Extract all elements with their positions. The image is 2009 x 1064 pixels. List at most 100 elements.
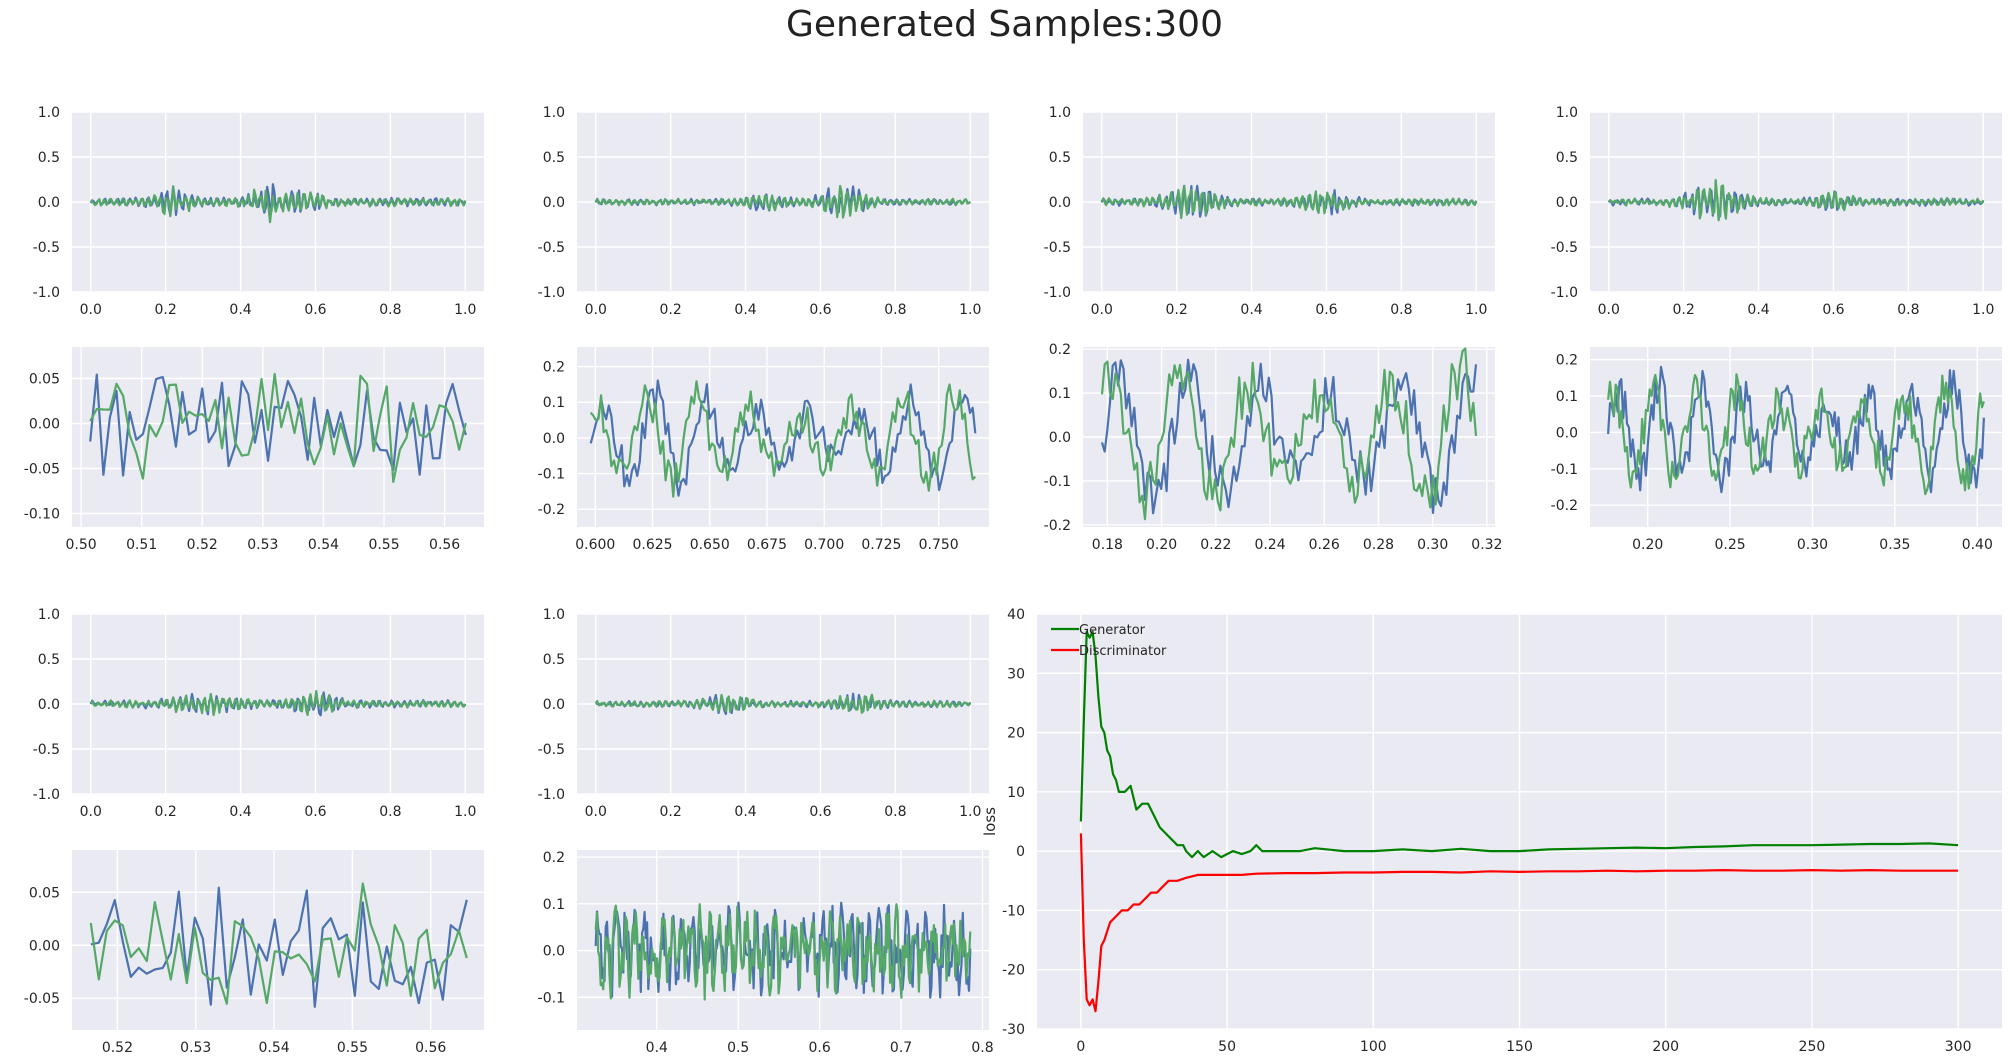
y-tick-label: 10 (1007, 785, 1025, 801)
y-tick-label: 0.00 (29, 938, 60, 954)
y-tick-label: 0.0 (1556, 195, 1578, 211)
series-line-generated (89, 689, 467, 717)
x-tick-label: 0.25 (1714, 537, 1745, 553)
y-tick-label: -0.2 (538, 502, 565, 518)
y-tick-label: -0.5 (538, 240, 565, 256)
x-tick-label: 0.53 (247, 537, 278, 553)
y-tick-label: -0.2 (1551, 498, 1578, 514)
x-tick-label: 0.54 (308, 537, 339, 553)
y-tick-label: 0.0 (543, 697, 565, 713)
legend-entry: Generator (1079, 623, 1146, 638)
x-tick-label: 0.6 (304, 302, 326, 318)
y-tick-label: 0.1 (543, 897, 565, 913)
y-tick-label: 1.0 (38, 607, 60, 623)
x-tick-label: 0.35 (1879, 537, 1910, 553)
x-tick-label: 0.0 (585, 804, 607, 820)
y-tick-label: 0.05 (29, 885, 60, 901)
series-line-generated (89, 372, 467, 483)
x-tick-label: 0.0 (80, 302, 102, 318)
x-tick-label: 0.4 (734, 804, 756, 820)
y-tick-label: -1.0 (538, 787, 565, 803)
x-tick-label: 0.30 (1417, 537, 1448, 553)
y-tick-label: -0.2 (1044, 518, 1071, 534)
x-tick-label: 0.55 (337, 1040, 368, 1056)
series-line-generated (589, 380, 977, 498)
x-tick-label: 0.56 (415, 1040, 446, 1056)
subplot-s6-zoom: 0.4 0.5 0.6 0.7 0.8 -0.1 0.0 0.1 0.2 (538, 850, 994, 1056)
y-tick-label: 0.2 (543, 360, 565, 376)
y-tick-label: 1.0 (543, 105, 565, 121)
plot-area (577, 347, 989, 527)
x-tick-label: 0.700 (804, 537, 844, 553)
y-tick-label: -0.1 (538, 990, 565, 1006)
series-line-real (1100, 358, 1478, 515)
y-tick-label: -0.1 (1044, 474, 1071, 490)
x-tick-label: 300 (1945, 1039, 1972, 1055)
y-tick-label: 0 (1016, 844, 1025, 860)
x-tick-label: 0.4 (229, 302, 251, 318)
y-tick-label: -0.05 (24, 991, 60, 1007)
x-tick-label: 0.8 (379, 302, 401, 318)
y-tick-label: -0.1 (538, 467, 565, 483)
x-tick-label: 100 (1360, 1039, 1387, 1055)
subplot-s3-zoom: 0.18 0.20 0.22 0.24 0.26 0.28 0.30 0.32 -0.2 -0.1… (1044, 342, 1503, 553)
x-tick-label: 0.32 (1471, 537, 1502, 553)
y-tick-label: 0.0 (38, 195, 60, 211)
y-tick-label: -0.5 (538, 742, 565, 758)
series-line-generated (1100, 347, 1478, 521)
y-tick-label: 0.5 (1556, 150, 1578, 166)
x-tick-label: 0.50 (66, 537, 97, 553)
x-tick-label: 0.7 (890, 1040, 912, 1056)
x-tick-label: 0.54 (258, 1040, 289, 1056)
y-tick-label: 1.0 (38, 105, 60, 121)
x-tick-label: 0.8 (1390, 302, 1412, 318)
x-tick-label: 0.8 (1897, 302, 1919, 318)
y-tick-label: 40 (1007, 607, 1025, 623)
legend: Generator Discriminator (1051, 623, 1167, 659)
x-tick-label: 0.6 (809, 1040, 831, 1056)
series-line-generated (1608, 178, 1985, 222)
x-tick-label: 0.56 (429, 537, 460, 553)
y-tick-label: -0.5 (1044, 240, 1071, 256)
x-tick-label: 1.0 (1972, 302, 1994, 318)
series-line-generated (594, 903, 972, 1001)
series-line-discriminator (1079, 833, 1959, 1013)
y-tick-label: 0.5 (1049, 150, 1071, 166)
y-tick-label: -20 (1002, 963, 1025, 979)
y-tick-label: -0.1 (1551, 462, 1578, 478)
series-line-real (594, 901, 972, 999)
y-tick-label: 0.0 (1049, 195, 1071, 211)
series-line-generated (90, 185, 467, 224)
series-line-generated (1607, 373, 1985, 496)
y-tick-label: 1.0 (1049, 105, 1071, 121)
x-tick-label: 0.55 (368, 537, 399, 553)
subplot-s4-full: 0.0 0.2 0.4 0.6 0.8 1.0 -1.0 -0.5 0.0 0.5 1.0 (1551, 105, 2002, 318)
y-tick-label: 0.2 (1049, 342, 1071, 358)
y-tick-label: -0.05 (24, 462, 60, 478)
x-tick-label: 0.4 (1747, 302, 1769, 318)
x-tick-label: 0.675 (747, 537, 787, 553)
x-tick-label: 0.0 (1598, 302, 1620, 318)
subplot-s3-full: 0.0 0.2 0.4 0.6 0.8 1.0 -1.0 -0.5 0.0 0.5 1.0 (1044, 105, 1495, 318)
x-tick-label: 0.26 (1309, 537, 1340, 553)
subplot-s2-full: 0.0 0.2 0.4 0.6 0.8 1.0 -1.0 -0.5 0.0 0.5 1.0 (538, 105, 989, 318)
x-tick-label: 0.28 (1363, 537, 1394, 553)
x-tick-label: 0.8 (379, 804, 401, 820)
x-tick-label: 0.22 (1200, 537, 1231, 553)
series-line-real (90, 886, 468, 1008)
series-line-generator (1079, 630, 1959, 859)
x-tick-label: 0.2 (1673, 302, 1695, 318)
x-tick-label: 0.20 (1632, 537, 1663, 553)
y-tick-label: 0.1 (1556, 389, 1578, 405)
y-axis-label: loss (981, 807, 999, 836)
y-tick-label: -1.0 (538, 285, 565, 301)
subplot-s4-zoom: 0.20 0.25 0.30 0.35 0.40 -0.2 -0.1 0.0 0.1 0.2 (1551, 347, 2002, 553)
x-tick-label: 0.20 (1146, 537, 1177, 553)
x-tick-label: 0.2 (155, 302, 177, 318)
x-tick-label: 0.0 (80, 804, 102, 820)
legend-entry: Discriminator (1079, 644, 1167, 659)
y-tick-label: 30 (1007, 666, 1025, 682)
y-tick-label: 0.0 (543, 944, 565, 960)
x-tick-label: 1.0 (959, 302, 981, 318)
